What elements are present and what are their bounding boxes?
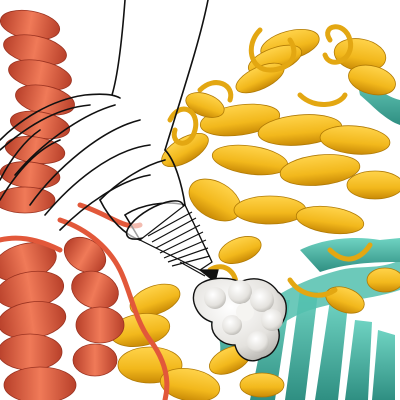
hand-drawn-tube-icon: [0, 0, 209, 241]
ligand-molecule-icon: [192, 277, 287, 362]
yellow-coil-loops: [167, 24, 373, 298]
red-helix-region: [0, 9, 125, 400]
